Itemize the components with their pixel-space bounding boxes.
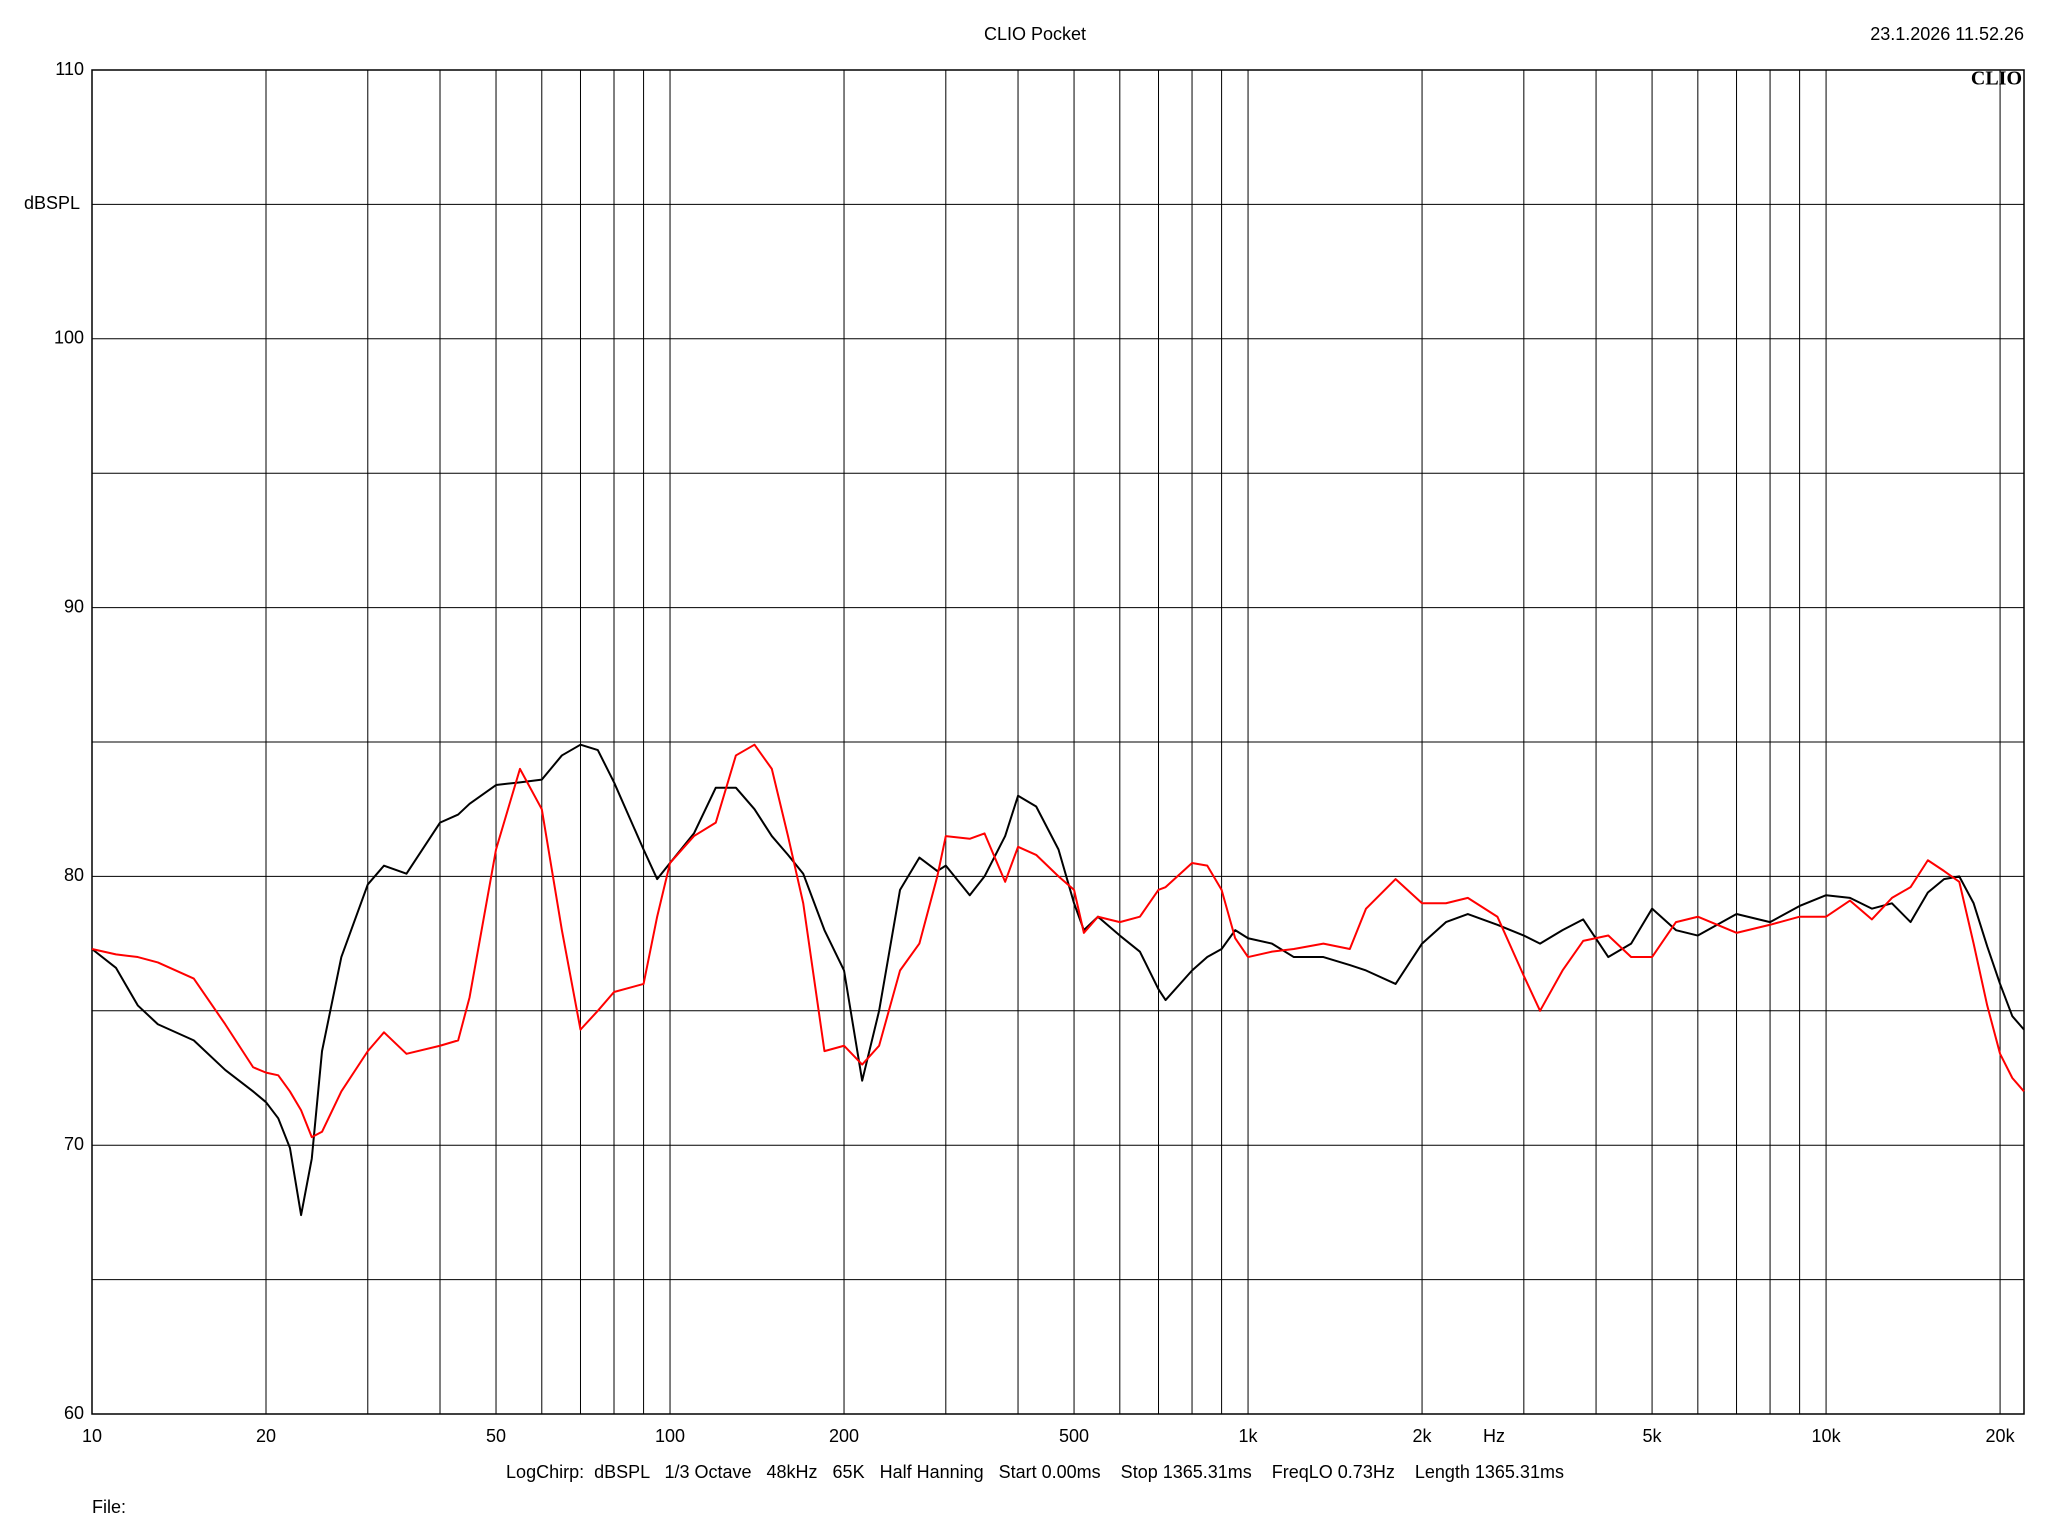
footer: LogChirp: dBSPL 1/3 Octave 48kHz 65K Hal… [506, 1462, 1564, 1482]
y-axis-label: dBSPL [24, 193, 80, 213]
chart-title: CLIO Pocket [984, 24, 1086, 44]
series-line [91, 743, 2025, 1217]
y-tick-label: 100 [54, 328, 84, 348]
series-line [91, 743, 2025, 1139]
x-tick-label: 1k [1239, 1426, 1259, 1446]
x-tick-label: 500 [1059, 1426, 1089, 1446]
x-tick-label: 5k [1643, 1426, 1663, 1446]
y-tick-label: 90 [64, 596, 84, 616]
y-tick-label: 60 [64, 1403, 84, 1423]
x-tick-label: 20 [256, 1426, 276, 1446]
y-tick-label: 80 [64, 865, 84, 885]
x-tick-label: 10k [1812, 1426, 1842, 1446]
logo: CLIO [1971, 68, 2022, 90]
x-tick-label: 20k [1986, 1426, 2016, 1446]
file-label: File: [92, 1497, 126, 1517]
x-tick-label: 10 [82, 1426, 102, 1446]
y-tick-label: 110 [55, 59, 84, 79]
timestamp: 23.1.2026 11.52.26 [1870, 24, 2024, 44]
x-tick-label: 100 [655, 1426, 685, 1446]
x-axis-label: Hz [1483, 1426, 1505, 1446]
x-tick-label: 200 [829, 1426, 859, 1446]
x-tick-label: 50 [486, 1426, 506, 1446]
x-tick-label: 2k [1413, 1426, 1433, 1446]
plot-frame [91, 69, 2025, 1415]
y-tick-label: 70 [64, 1134, 84, 1154]
